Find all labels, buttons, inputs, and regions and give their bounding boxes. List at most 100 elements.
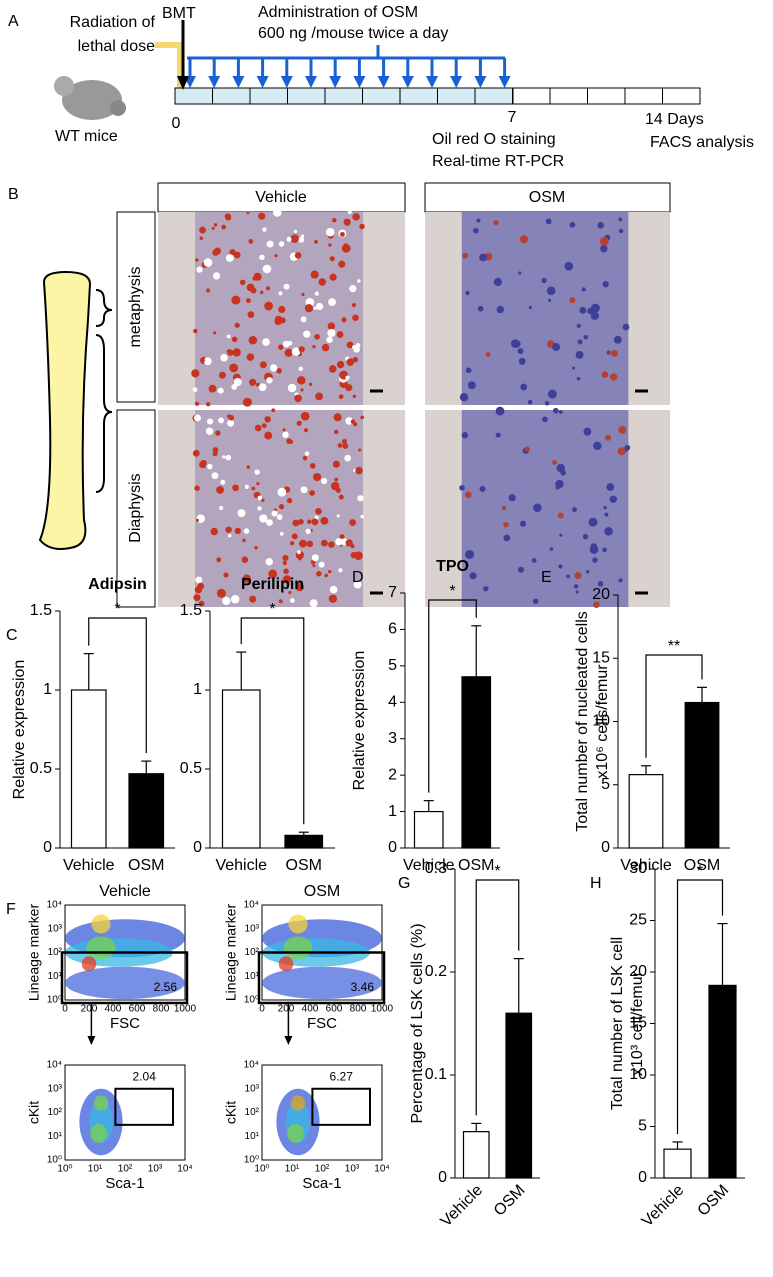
cell [527,399,533,405]
chart-title: TPO [436,558,469,575]
cell [553,407,559,414]
mouse-icon [54,76,74,96]
bar [461,676,492,849]
y-tick-label: 0 [388,839,397,856]
cell [558,564,563,569]
cell [593,441,602,451]
cell [613,335,622,344]
x-tick-label: OSM [684,857,720,874]
cell [588,517,598,527]
adipocyte [243,528,250,534]
adipocyte [355,343,361,348]
adipocyte [216,557,222,563]
adipocyte [327,569,332,574]
adipocyte [336,514,340,518]
y-tick-label: 10⁴ [47,1060,62,1071]
adipocyte [265,286,271,291]
cell [531,558,537,563]
adipocyte [256,382,260,387]
adipocyte [357,495,364,502]
adipocyte [287,383,297,393]
adipocyte [298,518,304,525]
adipocyte [298,236,305,243]
adipocyte [223,572,229,578]
row-header [116,211,156,403]
cell [465,367,472,374]
adipocyte [216,485,224,494]
density-blob [262,966,382,1000]
arrow-head [208,76,221,88]
panel-label: B [8,186,19,203]
x-tick-label: Vehicle [63,857,115,874]
y-tick-label: 10⁴ [47,900,62,911]
adipocyte [246,298,251,304]
cell [590,311,599,320]
y-tick-label: 7 [388,584,397,601]
cell [609,495,617,503]
adipocyte [278,503,285,510]
x-tick-label: OSM [128,857,164,874]
error-bar [471,1122,482,1132]
significance-bracket [475,879,520,1116]
assay-text: Real-time RT-PCR [432,153,564,170]
gate [114,1087,174,1126]
adipocyte [252,276,257,281]
cell [581,287,586,292]
adipocyte [300,486,308,494]
adipocyte [346,341,354,349]
adipocyte [328,298,336,307]
gate-arrow [284,1036,293,1045]
adipocyte [225,454,232,461]
adipocyte [205,402,211,407]
adipocyte [318,561,325,568]
adipocyte [212,272,221,280]
adipocyte [246,465,251,469]
cell [493,277,502,287]
cell [558,410,563,415]
adipocyte [314,334,320,340]
cell [593,601,600,609]
arrow-head [377,76,390,88]
adipocyte [193,594,201,602]
bone-drawing [38,270,92,550]
adipocyte [256,482,260,486]
gate-value: 3.46 [351,980,375,994]
adipocyte [248,335,258,345]
column-title: OSM [529,189,565,206]
cell [461,432,469,439]
cell [597,221,604,229]
mouse-icon [62,80,122,120]
cell [518,271,522,275]
adipocyte [298,557,302,561]
y-tick-label: 0.1 [425,1066,447,1083]
row-title: Diaphysis [127,473,144,542]
cell [564,261,574,271]
arrow-head [305,76,317,88]
cell [576,376,581,381]
adipocyte [311,554,319,562]
adipocyte [360,415,364,420]
adipocyte [242,538,246,543]
arrow-head [353,76,366,88]
bar [505,1012,533,1179]
adipocyte [304,451,310,456]
adipocyte [325,227,335,237]
cell [465,290,470,296]
cell [569,297,576,304]
x-tick-label: Vehicle [215,857,267,874]
adipocyte [292,519,300,527]
mice-text: WT mice [55,128,118,145]
adipocyte [271,510,278,517]
cell [597,581,604,587]
chart-title: Perilipin [241,576,304,593]
arrow-head [329,76,342,88]
cell [545,218,552,225]
adipocyte [210,527,219,536]
y-tick-label: 30 [629,860,647,877]
density-blob [81,956,97,972]
cell [510,339,520,349]
cell [547,389,557,399]
cell [459,393,469,402]
error-bar [672,1141,683,1150]
cell [552,342,561,351]
